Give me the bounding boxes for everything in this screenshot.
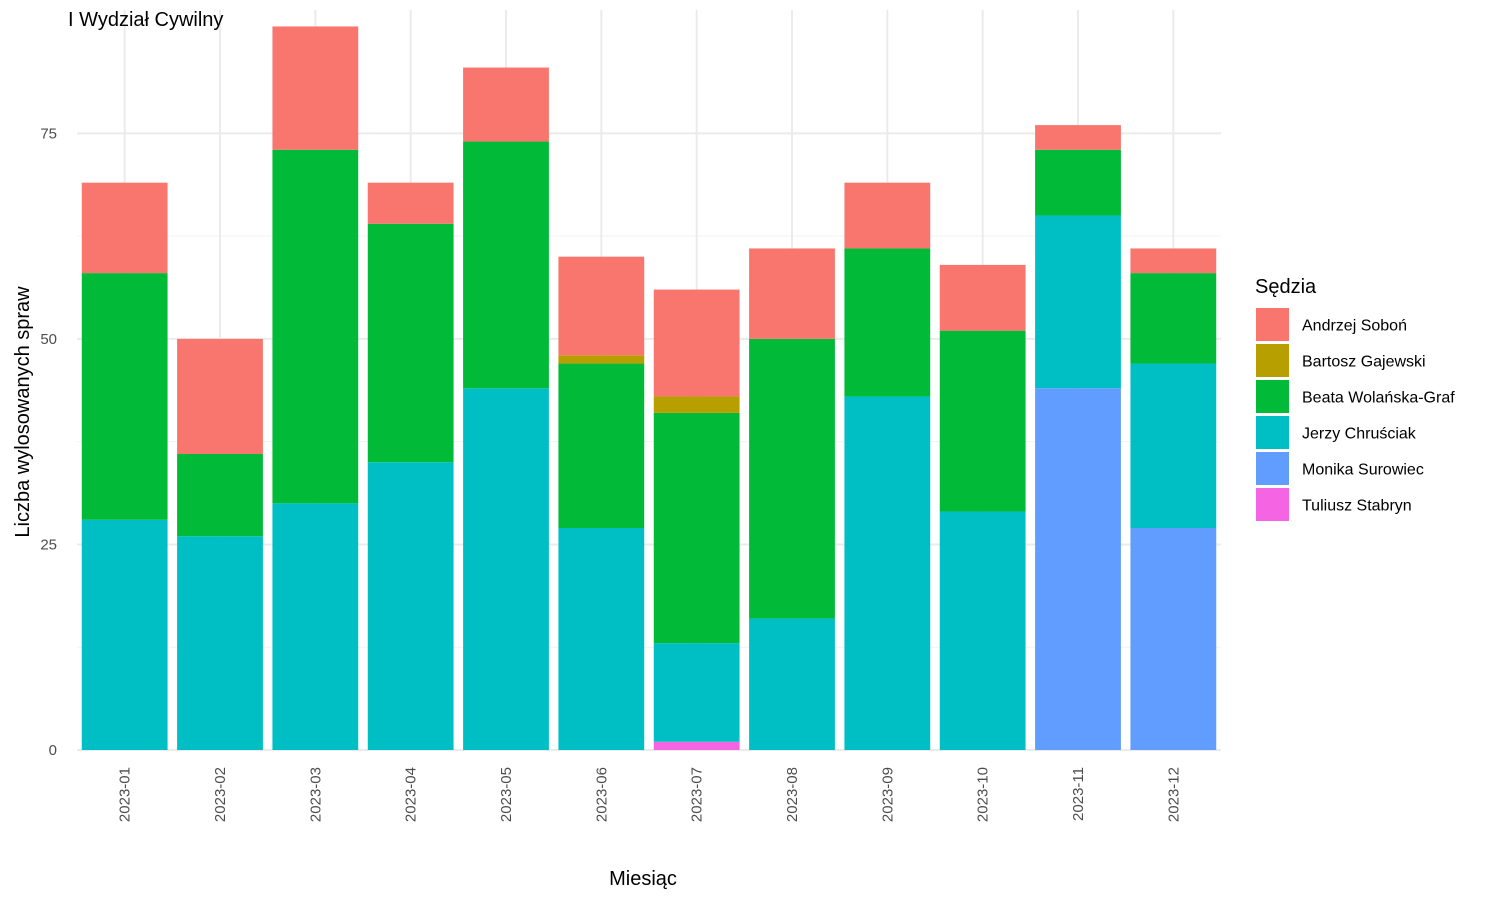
bar-segment <box>463 388 549 750</box>
bar-segment <box>177 536 263 750</box>
x-tick-label: 2023-05 <box>498 767 515 822</box>
x-tick-label: 2023-12 <box>1165 767 1182 822</box>
bar-segment <box>939 330 1026 512</box>
legend-label: Jerzy Chruściak <box>1302 426 1417 443</box>
bar-segment <box>653 412 740 644</box>
bar-segment <box>81 273 168 520</box>
bar-segment <box>939 511 1026 750</box>
legend-label: Monika Surowiec <box>1302 462 1424 479</box>
legend-label: Andrzej Soboń <box>1302 318 1407 335</box>
bar-segment <box>558 363 645 528</box>
x-tick-label: 2023-11 <box>1070 767 1087 821</box>
bar-segment <box>558 355 645 364</box>
legend-item: Tuliusz Stabryn <box>1256 488 1412 521</box>
bar-segment <box>177 454 263 537</box>
bar-segment <box>81 182 168 274</box>
bar-segment <box>939 264 1026 331</box>
bar-segment <box>1130 248 1217 274</box>
bar-segment <box>558 528 645 750</box>
bar-segment <box>653 396 740 413</box>
x-axis-title: Miesiąc <box>609 868 677 890</box>
bar-segment <box>558 256 645 356</box>
x-axis-ticks: 2023-01 2023-02 2023-03 2023-04 2023-05 2023-… <box>117 767 1183 822</box>
y-axis-title: Liczba wylosowanych spraw <box>12 286 34 538</box>
bar-segment <box>1130 363 1217 528</box>
x-tick-label: 2023-08 <box>784 767 801 822</box>
bar-segment <box>81 519 168 750</box>
bar-segment <box>367 223 454 463</box>
x-tick-label: 2023-07 <box>689 767 706 822</box>
legend-key-swatch <box>1256 416 1289 449</box>
y-axis-ticks: 0 25 50 75 <box>40 125 57 759</box>
x-tick-label: 2023-02 <box>212 767 229 822</box>
bar-segment <box>844 396 931 750</box>
bar-segment <box>653 289 740 397</box>
legend-key-swatch <box>1256 488 1289 521</box>
x-tick-label: 2023-09 <box>879 767 896 822</box>
bar-segment <box>749 248 835 339</box>
legend-item: Jerzy Chruściak <box>1256 416 1417 449</box>
legend-key-swatch <box>1256 308 1289 341</box>
bar-segment <box>463 67 549 142</box>
bar-segment <box>653 643 740 742</box>
legend-key-swatch <box>1256 452 1289 485</box>
legend-key-swatch <box>1256 380 1289 413</box>
bar-segment <box>463 141 549 389</box>
bar-segment <box>1035 125 1121 150</box>
bar-segment <box>272 26 359 150</box>
legend-label: Tuliusz Stabryn <box>1302 498 1412 515</box>
y-tick-label: 75 <box>40 125 57 142</box>
bar-segment <box>272 149 359 504</box>
x-tick-label: 2023-06 <box>593 767 610 822</box>
bar-segment <box>177 338 263 454</box>
legend-title: Sędzia <box>1255 276 1317 298</box>
bars <box>81 26 1217 750</box>
bar-segment <box>844 248 931 397</box>
bar-segment <box>653 741 740 750</box>
legend-item: Andrzej Soboń <box>1256 308 1407 341</box>
legend-items: Andrzej Soboń Bartosz Gajewski Beata Wolań… <box>1256 308 1455 521</box>
x-tick-label: 2023-03 <box>307 767 324 822</box>
bar-segment <box>749 338 835 619</box>
x-tick-label: 2023-04 <box>403 767 420 822</box>
y-tick-label: 50 <box>40 331 57 348</box>
y-tick-label: 0 <box>49 742 57 759</box>
x-tick-label: 2023-01 <box>117 767 134 822</box>
bar-segment <box>1130 528 1217 750</box>
bar-segment <box>844 182 931 249</box>
bar-segment <box>272 503 359 750</box>
legend-item: Monika Surowiec <box>1256 452 1424 485</box>
bar-segment <box>367 462 454 750</box>
bar-segment <box>1035 388 1121 750</box>
legend-item: Bartosz Gajewski <box>1256 344 1426 377</box>
chart-title: I Wydział Cywilny <box>68 9 223 31</box>
x-tick-label: 2023-10 <box>975 767 992 822</box>
bar-segment <box>1035 215 1121 389</box>
legend-key-swatch <box>1256 344 1289 377</box>
legend: Sędzia Andrzej Soboń Bartosz Gajewski Beat… <box>1255 276 1455 521</box>
legend-label: Beata Wolańska-Graf <box>1302 390 1455 407</box>
legend-label: Bartosz Gajewski <box>1302 354 1426 371</box>
bar-segment <box>749 618 835 750</box>
legend-item: Beata Wolańska-Graf <box>1256 380 1455 413</box>
bar-segment <box>367 182 454 224</box>
bar-segment <box>1130 273 1217 364</box>
y-tick-label: 25 <box>40 536 57 553</box>
bar-segment <box>1035 149 1121 216</box>
